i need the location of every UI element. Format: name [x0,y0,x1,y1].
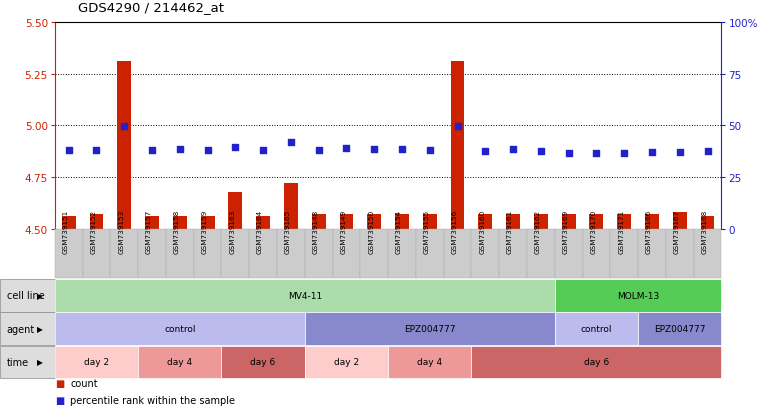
Text: GSM739150: GSM739150 [368,209,374,253]
Point [535,148,547,155]
Bar [312,215,326,229]
Text: GSM739152: GSM739152 [91,209,97,253]
Bar [701,217,715,229]
Text: GSM739169: GSM739169 [562,209,568,253]
Point [202,147,214,154]
Text: cell line: cell line [7,291,44,301]
Text: MOLM-13: MOLM-13 [617,291,659,300]
Text: ■: ■ [55,378,64,388]
Bar [339,215,353,229]
Text: day 6: day 6 [250,357,275,366]
Text: agent: agent [7,324,35,334]
Bar [395,215,409,229]
Text: GSM739165: GSM739165 [285,209,291,253]
Text: control: control [164,324,196,333]
Bar [201,217,215,229]
Bar [423,215,437,229]
Bar [534,215,548,229]
Point [702,148,714,155]
Point [479,148,492,155]
Text: day 2: day 2 [84,357,109,366]
Bar [673,213,686,229]
Text: GSM739153: GSM739153 [118,209,124,253]
Point [396,147,408,153]
Text: GDS4290 / 214462_at: GDS4290 / 214462_at [78,2,224,14]
Point [118,123,130,130]
Text: GSM739167: GSM739167 [673,209,680,253]
Point [591,150,603,157]
Text: GSM739155: GSM739155 [424,209,430,253]
Text: GSM739156: GSM739156 [451,209,457,253]
Bar [645,215,659,229]
Text: day 4: day 4 [167,357,193,366]
Bar [506,215,520,229]
Bar [256,217,270,229]
Point [91,147,103,154]
Bar [617,215,631,229]
Text: ▶: ▶ [37,357,43,366]
Text: GSM739170: GSM739170 [591,209,597,253]
Bar [368,215,381,229]
Text: ■: ■ [55,395,64,405]
Text: GSM739157: GSM739157 [146,209,152,253]
Point [562,150,575,157]
Point [257,147,269,154]
Point [507,147,519,153]
Point [646,150,658,156]
Text: EPZ004777: EPZ004777 [654,324,705,333]
Bar [284,184,298,229]
Bar [117,62,131,229]
Bar [173,217,186,229]
Bar [145,217,159,229]
Text: GSM739171: GSM739171 [618,209,624,253]
Text: ▶: ▶ [37,324,43,333]
Point [340,145,352,152]
Text: GSM739148: GSM739148 [313,209,319,253]
Text: control: control [581,324,612,333]
Text: GSM739154: GSM739154 [396,209,402,253]
Text: percentile rank within the sample: percentile rank within the sample [70,395,235,405]
Text: GSM739166: GSM739166 [646,209,652,253]
Text: GSM739168: GSM739168 [702,209,708,253]
Text: day 6: day 6 [584,357,609,366]
Bar [451,62,464,229]
Point [174,147,186,153]
Bar [90,215,103,229]
Text: GSM739151: GSM739151 [62,209,68,253]
Text: MV4-11: MV4-11 [288,291,322,300]
Text: GSM739159: GSM739159 [202,209,208,253]
Text: EPZ004777: EPZ004777 [404,324,456,333]
Text: day 2: day 2 [334,357,359,366]
Text: ▶: ▶ [37,291,43,300]
Text: GSM739160: GSM739160 [479,209,486,253]
Text: GSM739164: GSM739164 [257,209,263,253]
Point [313,147,325,154]
Bar [62,217,75,229]
Point [368,147,380,153]
Text: day 4: day 4 [417,357,442,366]
Text: GSM739161: GSM739161 [507,209,513,253]
Point [618,150,630,157]
Bar [228,192,242,229]
Point [285,139,297,146]
Point [146,147,158,154]
Text: GSM739162: GSM739162 [535,209,541,253]
Text: count: count [70,378,97,388]
Bar [590,215,603,229]
Point [229,145,241,151]
Point [424,147,436,154]
Text: GSM739158: GSM739158 [174,209,180,253]
Bar [562,215,575,229]
Text: time: time [7,357,29,367]
Point [673,150,686,156]
Text: GSM739149: GSM739149 [340,209,346,253]
Point [451,123,463,130]
Text: GSM739163: GSM739163 [229,209,235,253]
Point [62,147,75,154]
Bar [479,215,492,229]
